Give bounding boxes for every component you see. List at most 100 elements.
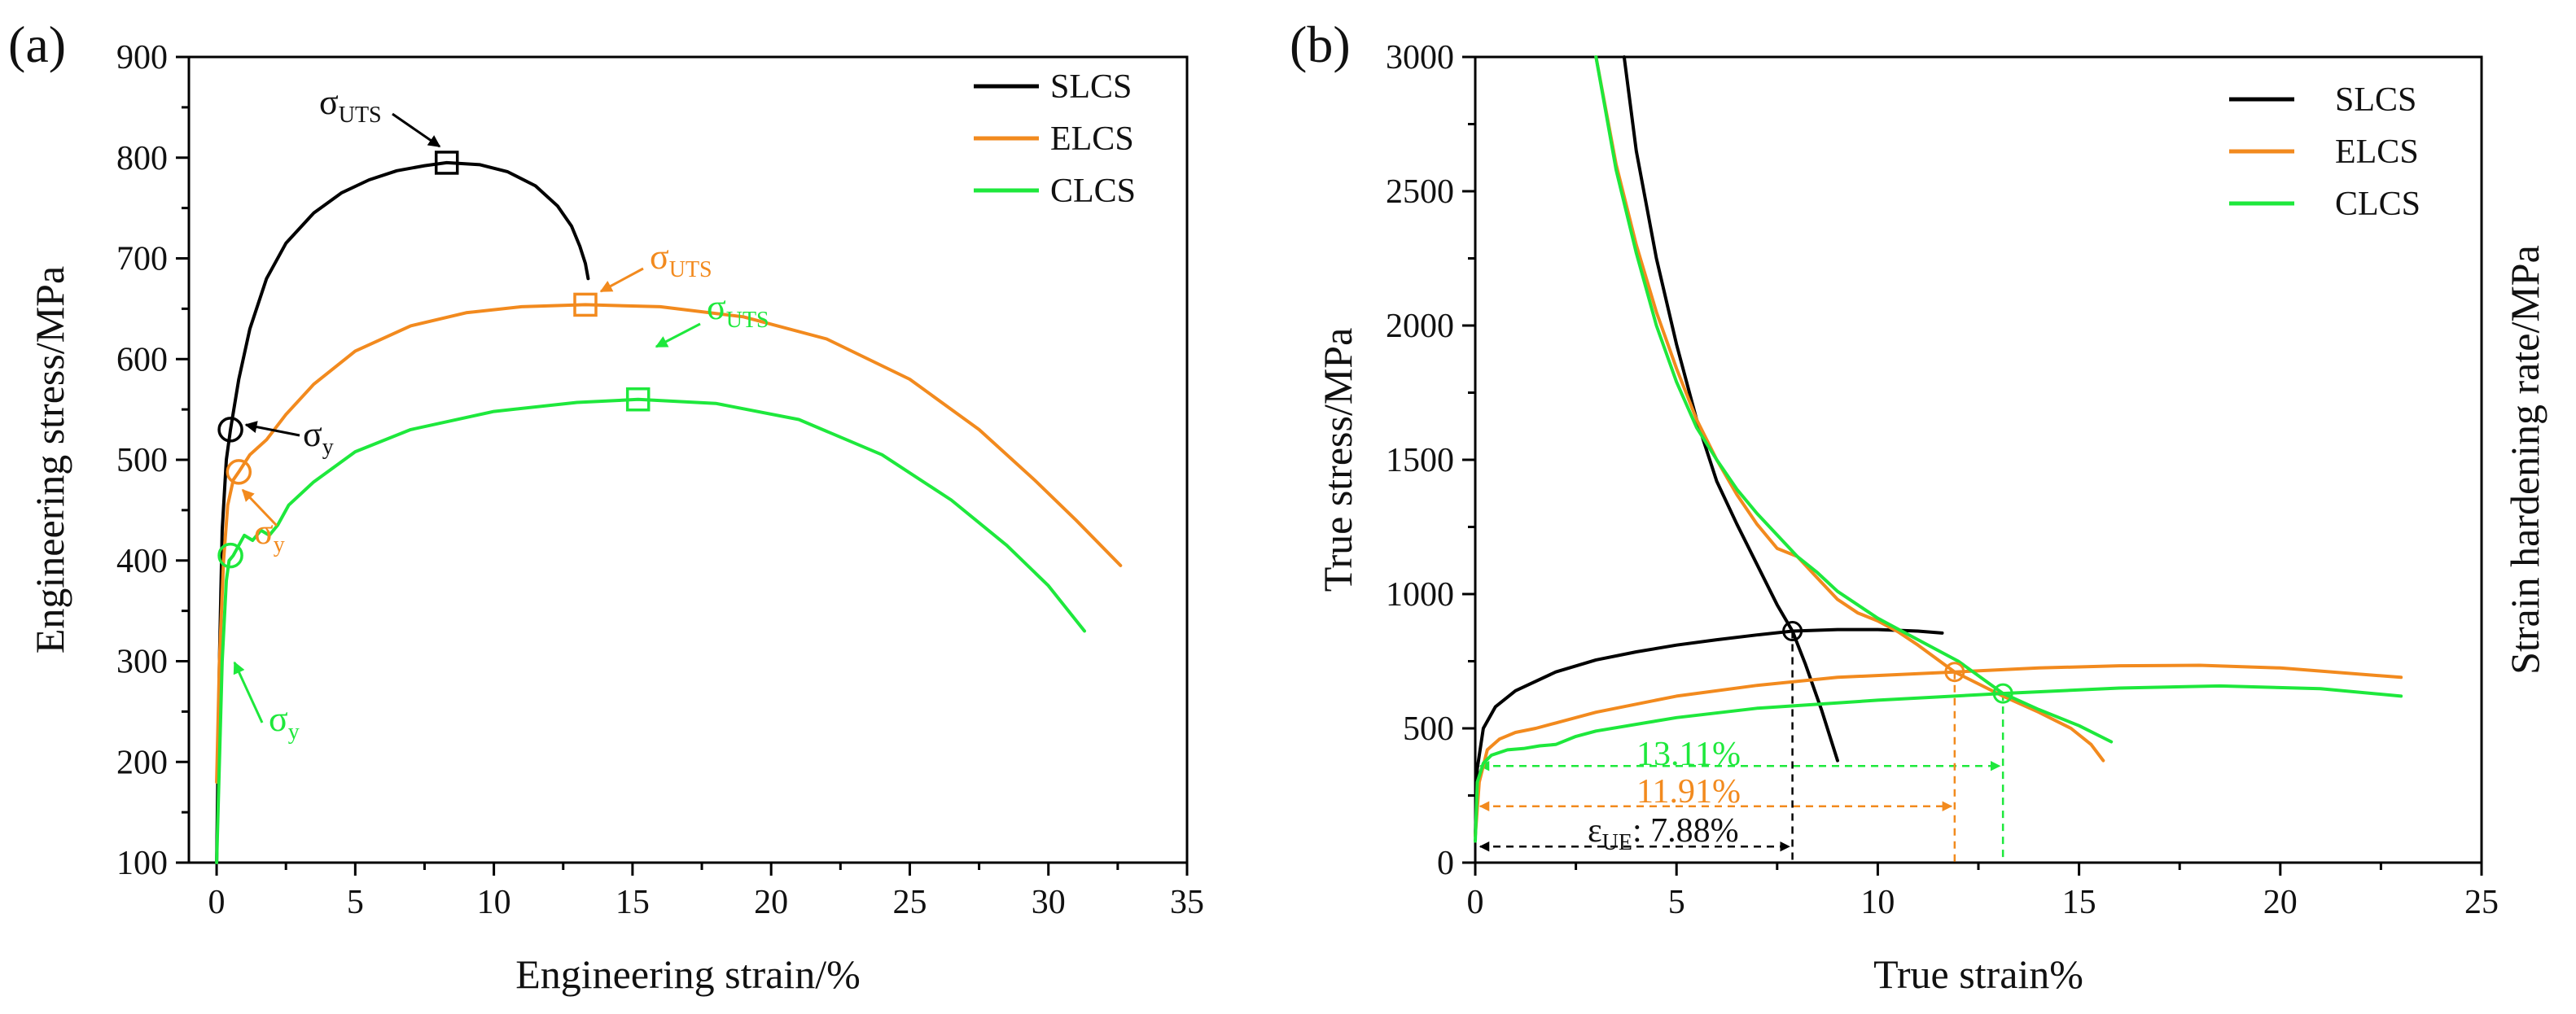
y-tick-label-b: 2500 [1386,173,1454,211]
svg-text:σy: σy [303,414,334,460]
legend-label-clcs: CLCS [1050,173,1136,210]
legend-label-clcs: CLCS [2335,186,2420,223]
axis-ticks-b: 0 5 10 15 20 25 0 500 1000 1500 2000 2500 3000 [1386,39,2499,921]
annotation-sigma-y-clcs: σy [233,661,300,745]
annotation-arrow [241,488,278,527]
y-tick-label-a: 500 [116,442,168,479]
x-tick-label-b: 20 [2263,884,2298,921]
annotation-sigma-y-elcs: σy [241,488,285,557]
plot-frame-b [1474,55,2483,864]
sigma-symbol: σ [650,237,669,277]
annotation-sigma-uts-slcs: σUTS [319,82,441,148]
svg-text:σy: σy [254,512,285,557]
legend-b: SLCS ELCS CLCS [2229,81,2420,223]
panel-b: (b) 0 5 10 15 20 25 0 500 1000 1500 2000 2500 3000 1… [1290,15,2548,997]
epsilon-subscript: UE [1602,830,1632,855]
x-tick-label-b: 10 [1860,884,1895,921]
sigma-symbol: σ [303,414,322,454]
annotation-arrow [599,267,644,293]
uniform-elongation-label-slcs: εUE: 7.88% [1588,812,1739,855]
y-tick-label-a: 200 [116,744,168,781]
x-tick-label-a: 20 [754,884,788,921]
y-tick-label-b: 1000 [1386,576,1454,614]
y-tick-label-b: 3000 [1386,39,1454,76]
series-line-slcs-strain-hardening-rate-b [1622,55,1839,763]
series-line-elcs-strain-hardening-rate-b [1594,55,2105,763]
x-tick-label-a: 35 [1170,884,1204,921]
marker-square-slcs [434,151,459,175]
sigma-symbol: σ [707,287,726,327]
annotation-sigma-y-slcs: σy [244,414,334,460]
legend-label-elcs: ELCS [2335,133,2419,171]
annotation-arrow [392,112,441,148]
y-tick-label-a: 700 [116,241,168,278]
y-tick-label-a: 900 [116,39,168,76]
sigma-subscript: y [288,719,300,745]
x-tick-label-a: 10 [477,884,511,921]
annotation-arrow [244,421,300,437]
x-tick-label-a: 15 [616,884,650,921]
sigma-subscript: y [322,435,334,460]
series-line-slcs-true-stress-b [1474,627,1944,837]
annotation-arrow [233,661,264,723]
annotation-sigma-uts-elcs: σUTS [599,237,712,293]
epsilon-value: : 7.88% [1632,812,1739,850]
marker-square-clcs [625,387,651,412]
y-tick-label-a: 300 [116,644,168,681]
x-tick-label-a: 30 [1032,884,1066,921]
epsilon-symbol: ε [1588,812,1602,850]
uniform-elongation-label-clcs: 13.11% [1636,736,1741,773]
legend-a: SLCS ELCS CLCS [974,68,1136,210]
x-axis-title-a: Engineering strain/% [515,951,861,997]
y-axis-title-b: True stress/MPa [1315,328,1360,592]
marker-circle-clcs [217,542,243,569]
x-tick-label-b: 0 [1467,884,1484,921]
y-tick-label-b: 500 [1403,710,1454,748]
sigma-symbol: σ [254,512,274,552]
x-tick-label-b: 5 [1668,884,1685,921]
x-tick-label-a: 0 [208,884,226,921]
markers-group-b [1782,621,2013,704]
series-line-clcs-true-stress-b [1474,684,2403,843]
y-tick-label-a: 600 [116,341,168,378]
sigma-subscript: UTS [339,103,382,128]
marker-circle-slcs [217,417,243,443]
sigma-symbol: σ [319,82,339,122]
intersection-marker-slcs [1782,621,1803,642]
series-line-clcs-strain-hardening-rate-b [1594,55,2114,744]
svg-text:σUTS: σUTS [707,287,769,333]
sigma-subscript: y [274,532,285,557]
uniform-elongation-guides [1479,631,2004,863]
axis-ticks-a: 0 5 10 15 20 25 30 35 100 200 300 400 500 600 700 800 90… [116,39,1204,921]
y-axis-title-right-b: Strain hardening rate/MPa [2502,245,2548,675]
x-tick-label-a: 25 [892,884,927,921]
svg-text:σUTS: σUTS [650,237,712,282]
sigma-subscript: UTS [726,308,769,333]
panel-label-b: (b) [1290,15,1351,73]
y-tick-label-b: 1500 [1386,442,1454,479]
intersection-marker-clcs [1992,683,2013,704]
series-group-b [1474,55,2403,843]
svg-text:σUTS: σUTS [319,82,382,128]
x-tick-label-b: 15 [2062,884,2096,921]
y-tick-label-a: 800 [116,140,168,177]
x-tick-label-a: 5 [347,884,364,921]
legend-label-slcs: SLCS [2335,81,2416,119]
uniform-elongation-label-elcs: 11.91% [1636,773,1741,811]
series-line-elcs-true-stress-b [1474,663,2403,837]
y-tick-label-b: 0 [1437,845,1454,882]
markers-group-a [217,151,651,569]
series-line-elcs-a [215,303,1123,784]
annotation-arrow [655,322,701,348]
legend-label-slcs: SLCS [1050,68,1132,106]
series-line-clcs-a [215,397,1086,864]
y-tick-label-a: 100 [116,845,168,882]
plot-frame-a [187,55,1189,864]
intersection-marker-elcs [1944,662,1965,683]
x-axis-title-b: True strain% [1873,951,2083,997]
marker-circle-elcs [226,459,252,485]
annotation-sigma-uts-clcs: σUTS [655,287,769,348]
y-tick-label-a: 400 [116,543,168,580]
panel-a: (a) 0 5 10 15 20 25 30 35 100 200 300 400 500 600 700 8… [8,15,1204,997]
